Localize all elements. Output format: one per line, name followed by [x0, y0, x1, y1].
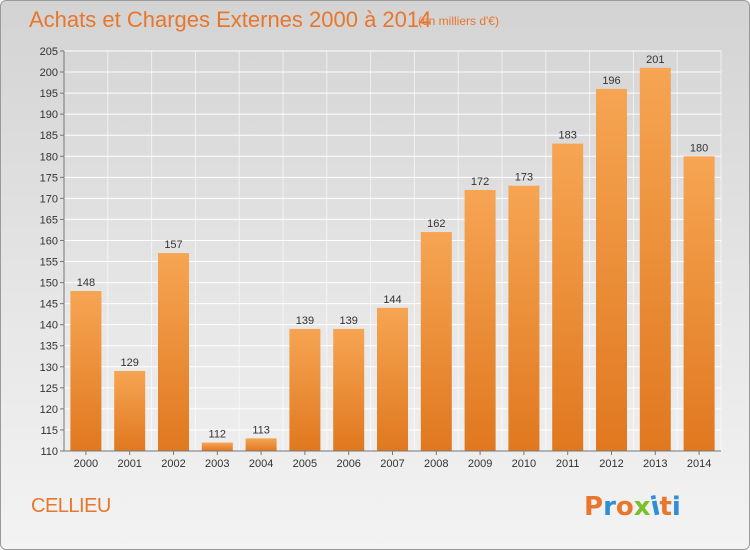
y-tick-label: 165 [40, 214, 58, 226]
x-tick-label: 2010 [512, 458, 536, 470]
y-tick-label: 200 [40, 67, 58, 79]
data-label: 162 [427, 218, 445, 230]
x-tick-label: 2002 [161, 458, 185, 470]
y-tick-label: 130 [40, 362, 58, 374]
y-tick-label: 180 [40, 151, 58, 163]
logo-letter: t [659, 492, 672, 522]
bar [114, 371, 146, 451]
data-label: 157 [164, 239, 182, 251]
y-tick-label: 155 [40, 257, 58, 269]
x-tick-label: 2013 [643, 458, 667, 470]
axes [60, 50, 721, 455]
data-label: 148 [77, 277, 95, 289]
data-label: 144 [383, 294, 401, 306]
bar [464, 189, 496, 451]
x-tick-label: 2000 [74, 458, 98, 470]
y-tick-label: 115 [40, 425, 58, 437]
y-tick-label: 170 [40, 193, 58, 205]
y-tick-label: 205 [40, 46, 58, 58]
logo-letter: x [633, 492, 651, 522]
chart-subtitle: (en milliers d'€) [418, 14, 499, 28]
bar [245, 438, 277, 451]
data-label: 196 [602, 75, 620, 87]
data-label: 172 [471, 176, 489, 188]
x-tick-label: 2014 [687, 458, 711, 470]
y-tick-label: 145 [40, 299, 58, 311]
bar [289, 328, 321, 451]
proxiti-logo[interactable]: Proxiti [584, 491, 681, 522]
x-tick-label: 2008 [424, 458, 448, 470]
x-tick-label: 2006 [336, 458, 360, 470]
x-tick-label: 2004 [249, 458, 273, 470]
data-label: 173 [515, 172, 533, 184]
y-tick-label: 175 [40, 172, 58, 184]
data-label: 139 [296, 315, 314, 327]
x-tick-label: 2005 [293, 458, 317, 470]
place-name: CELLIEU [31, 495, 111, 517]
logo-letter: r [603, 492, 616, 522]
bar [420, 232, 452, 451]
bar [552, 143, 584, 451]
y-tick-label: 140 [40, 320, 58, 332]
bar [596, 88, 627, 451]
y-tick-label: 150 [40, 278, 58, 290]
labels: 110 115 120 125 130 135 140 145 150 155 160 165 170 1… [40, 46, 712, 470]
bar [201, 442, 233, 451]
data-label: 180 [690, 142, 708, 154]
logo-letter: i [671, 492, 681, 522]
x-tick-label: 2001 [117, 458, 141, 470]
x-tick-label: 2012 [599, 458, 623, 470]
bar [639, 67, 671, 451]
x-tick-label: 2007 [380, 458, 404, 470]
chart-title: Achats et Charges Externes 2000 à 2014 [29, 7, 432, 32]
y-tick-label: 120 [40, 404, 58, 416]
x-tick-label: 2009 [468, 458, 492, 470]
bar [683, 156, 715, 451]
y-tick-label: 190 [40, 109, 58, 121]
data-label: 139 [340, 315, 358, 327]
y-tick-label: 160 [40, 235, 58, 247]
y-tick-label: 110 [40, 446, 58, 458]
x-tick-label: 2011 [556, 458, 580, 470]
bar [508, 185, 540, 451]
data-label: 201 [646, 54, 664, 66]
data-label: 129 [121, 357, 139, 369]
bars [70, 67, 715, 451]
data-label: 183 [559, 130, 577, 142]
logo-letter: o [615, 492, 634, 522]
y-tick-label: 135 [40, 341, 58, 353]
bar [377, 307, 408, 451]
y-tick-label: 185 [40, 130, 58, 142]
bar [70, 291, 102, 451]
bar [158, 253, 189, 451]
x-tick-label: 2003 [205, 458, 229, 470]
logo-letter: P [584, 492, 604, 522]
y-tick-label: 125 [40, 383, 58, 395]
data-label: 113 [252, 424, 270, 436]
data-label: 112 [209, 429, 227, 441]
y-tick-label: 195 [40, 88, 58, 100]
bar [333, 328, 365, 451]
